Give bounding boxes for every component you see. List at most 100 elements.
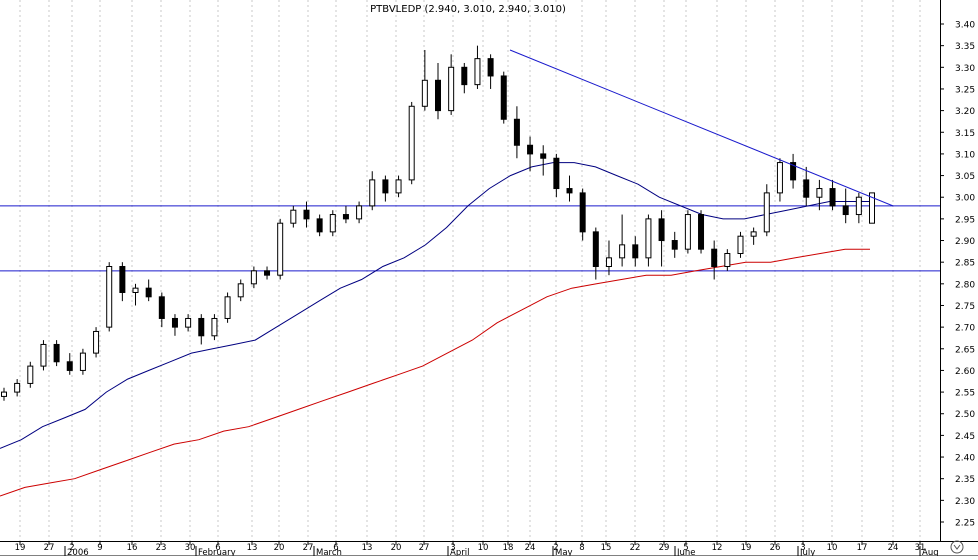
candle-body-up	[356, 205, 363, 220]
candle-35	[461, 62, 468, 94]
candle-27	[356, 201, 363, 224]
month-label: May	[555, 548, 573, 556]
x-tick-label: 13	[247, 543, 258, 553]
candle-body-up	[474, 58, 481, 86]
candle-32	[421, 49, 428, 111]
x-tick-label: 17	[857, 543, 868, 553]
y-tick-label: 3.25	[955, 85, 975, 95]
y-tick-label: 3.00	[955, 194, 975, 204]
candle-51	[671, 231, 678, 258]
candle-body-up	[132, 287, 139, 293]
candle-53	[698, 210, 705, 254]
x-tick-label: 6	[215, 543, 220, 553]
candle-17	[224, 292, 231, 323]
y-tick-label: 2.60	[955, 367, 975, 377]
chart-title: PTBVLEDP (2.940, 3.010, 2.940, 3.010)	[370, 4, 566, 15]
candle-50	[658, 210, 665, 267]
y-tick-label: 2.35	[955, 475, 975, 485]
candle-body-down	[66, 361, 73, 371]
candle-body-down	[342, 214, 349, 220]
candle-1	[14, 379, 21, 397]
candle-9	[119, 262, 126, 302]
candle-65	[855, 192, 862, 224]
candle-47	[619, 214, 626, 267]
candle-body-up	[290, 209, 297, 224]
candle-body-down	[316, 218, 323, 233]
candle-7	[93, 327, 100, 358]
x-tick-label: 20	[391, 543, 402, 553]
candle-body-down	[158, 296, 165, 319]
x-tick-label: 8	[579, 543, 584, 553]
candle-19	[250, 266, 257, 289]
candle-body-down	[842, 205, 849, 216]
x-tick-label: 3	[800, 543, 805, 553]
candle-body-up	[750, 231, 757, 237]
x-tick-label: 10	[478, 543, 489, 553]
candle-41	[540, 145, 547, 176]
candle-64	[842, 188, 849, 224]
candle-43	[566, 175, 573, 202]
month-label: July	[799, 548, 815, 556]
candle-10	[132, 283, 139, 306]
x-tick-label: 24	[888, 543, 899, 553]
info-icon	[950, 540, 964, 554]
candle-37	[487, 54, 494, 89]
candle-28	[369, 171, 376, 211]
y-tick-label: 2.85	[955, 259, 975, 269]
candle-body-down	[711, 248, 718, 268]
candle-38	[500, 71, 507, 124]
y-tick-label: 2.65	[955, 345, 975, 355]
candle-45	[592, 227, 599, 280]
candle-54	[711, 240, 718, 280]
y-tick-label: 2.25	[955, 519, 975, 529]
candle-52	[684, 210, 691, 254]
y-tick-label: 2.40	[955, 454, 975, 464]
candle-body-up	[776, 162, 783, 194]
x-tick-label: 9	[97, 543, 102, 553]
candle-26	[342, 205, 349, 224]
candle-body-down	[53, 343, 60, 363]
candle-body-down	[435, 79, 441, 112]
candle-57	[750, 227, 757, 245]
candle-8	[106, 262, 113, 332]
y-tick-label: 2.95	[955, 215, 975, 225]
y-tick-label: 2.80	[955, 280, 975, 290]
x-tick-label: 23	[156, 543, 167, 553]
candle-body-up	[40, 343, 47, 367]
x-tick-label: 2	[553, 543, 558, 553]
y-tick-label: 2.55	[955, 389, 975, 399]
candle-body-down	[527, 144, 534, 155]
candle-body-up	[211, 317, 218, 337]
candle-body-up	[619, 244, 626, 259]
x-tick-label: 10	[827, 543, 838, 553]
candle-body-up	[106, 266, 113, 328]
candle-42	[553, 153, 560, 198]
candle-66	[869, 192, 875, 224]
x-tick-label: 6	[333, 543, 338, 553]
candle-16	[211, 314, 218, 341]
trendline-group	[509, 49, 894, 207]
horizontal-levels	[0, 205, 940, 272]
candle-24	[316, 214, 323, 237]
trendline	[509, 49, 894, 207]
month-label: April	[450, 548, 469, 556]
candle-body-down	[698, 214, 705, 250]
y-tick-label: 2.75	[955, 302, 975, 312]
x-tick-label: 19	[741, 543, 752, 553]
x-tick-label: 12	[712, 543, 723, 553]
candle-20	[264, 266, 271, 280]
candle-14	[185, 314, 192, 332]
month-label: June	[676, 548, 696, 556]
month-label: February	[198, 548, 236, 556]
candle-25	[329, 210, 336, 237]
candle-body-up	[250, 270, 257, 285]
candle-59	[776, 158, 783, 202]
x-tick-label: 18	[503, 543, 514, 553]
candle-body-up	[737, 235, 744, 255]
candle-body-down	[198, 317, 205, 337]
y-tick-label: 3.10	[955, 150, 975, 160]
candle-body-up	[605, 257, 612, 268]
candle-body-up	[329, 214, 336, 233]
candle-body-down	[303, 209, 310, 220]
